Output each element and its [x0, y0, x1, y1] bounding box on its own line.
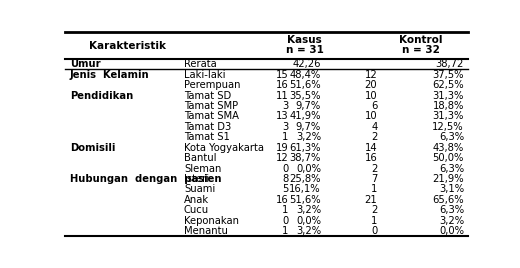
Text: 7: 7: [371, 174, 378, 184]
Text: Anak: Anak: [184, 195, 209, 205]
Text: Bantul: Bantul: [184, 153, 216, 163]
Text: Suami: Suami: [184, 184, 215, 195]
Text: 38,7%: 38,7%: [290, 153, 321, 163]
Text: 6: 6: [371, 101, 378, 111]
Text: 15: 15: [276, 70, 289, 80]
Text: 3,1%: 3,1%: [439, 184, 464, 195]
Text: 6,3%: 6,3%: [439, 205, 464, 215]
Text: 19: 19: [276, 143, 289, 153]
Text: Karakteristik: Karakteristik: [89, 40, 166, 51]
Text: 0: 0: [371, 226, 378, 236]
Text: 5: 5: [282, 184, 289, 195]
Text: 4: 4: [371, 122, 378, 132]
Text: 16: 16: [365, 153, 378, 163]
Text: 3: 3: [282, 122, 289, 132]
Text: 1: 1: [371, 216, 378, 226]
Text: Cucu: Cucu: [184, 205, 209, 215]
Text: 1: 1: [282, 226, 289, 236]
Text: Tamat SMP: Tamat SMP: [184, 101, 238, 111]
Text: 20: 20: [365, 80, 378, 90]
Text: 65,6%: 65,6%: [432, 195, 464, 205]
Text: Keponakan: Keponakan: [184, 216, 239, 226]
Text: 21,9%: 21,9%: [432, 174, 464, 184]
Text: Tamat SD: Tamat SD: [184, 91, 231, 100]
Text: Umur: Umur: [70, 59, 100, 69]
Text: 0,0%: 0,0%: [439, 226, 464, 236]
Text: 51,6%: 51,6%: [289, 195, 321, 205]
Text: Kota Yogyakarta: Kota Yogyakarta: [184, 143, 264, 153]
Text: 11: 11: [276, 91, 289, 100]
Text: 18,8%: 18,8%: [433, 101, 464, 111]
Text: n = 31: n = 31: [286, 45, 324, 55]
Text: 0: 0: [282, 163, 289, 174]
Text: 12: 12: [276, 153, 289, 163]
Text: 3,2%: 3,2%: [296, 205, 321, 215]
Text: 50,0%: 50,0%: [433, 153, 464, 163]
Text: 2: 2: [371, 205, 378, 215]
Text: 8: 8: [282, 174, 289, 184]
Text: 10: 10: [365, 111, 378, 121]
Text: 0: 0: [282, 216, 289, 226]
Text: 0,0%: 0,0%: [296, 163, 321, 174]
Text: 62,5%: 62,5%: [432, 80, 464, 90]
Text: 21: 21: [365, 195, 378, 205]
Text: Perempuan: Perempuan: [184, 80, 240, 90]
Text: 61,3%: 61,3%: [290, 143, 321, 153]
Text: 13: 13: [276, 111, 289, 121]
Text: 31,3%: 31,3%: [433, 111, 464, 121]
Text: 16: 16: [276, 195, 289, 205]
Text: 9,7%: 9,7%: [296, 101, 321, 111]
Text: Tamat SMA: Tamat SMA: [184, 111, 239, 121]
Text: Kontrol: Kontrol: [399, 35, 443, 45]
Text: 0,0%: 0,0%: [296, 216, 321, 226]
Text: 2: 2: [371, 163, 378, 174]
Text: 6,3%: 6,3%: [439, 163, 464, 174]
Text: Domisili: Domisili: [70, 143, 115, 153]
Text: Sleman: Sleman: [184, 163, 222, 174]
Text: Laki-laki: Laki-laki: [184, 70, 225, 80]
Text: 1: 1: [282, 132, 289, 142]
Text: 1: 1: [282, 205, 289, 215]
Text: 6,3%: 6,3%: [439, 132, 464, 142]
Text: 41,9%: 41,9%: [290, 111, 321, 121]
Text: 37,5%: 37,5%: [433, 70, 464, 80]
Text: 3,2%: 3,2%: [439, 216, 464, 226]
Text: n = 32: n = 32: [402, 45, 440, 55]
Text: 16,1%: 16,1%: [289, 184, 321, 195]
Text: Jenis  Kelamin: Jenis Kelamin: [70, 70, 149, 80]
Text: 25,8%: 25,8%: [290, 174, 321, 184]
Text: 3: 3: [282, 101, 289, 111]
Text: Isteri: Isteri: [184, 174, 209, 184]
Text: Menantu: Menantu: [184, 226, 228, 236]
Text: 43,8%: 43,8%: [433, 143, 464, 153]
Text: 42,26: 42,26: [292, 59, 321, 69]
Text: 3,2%: 3,2%: [296, 132, 321, 142]
Text: Pendidikan: Pendidikan: [70, 91, 133, 100]
Text: 1: 1: [371, 184, 378, 195]
Text: 9,7%: 9,7%: [296, 122, 321, 132]
Text: 12: 12: [365, 70, 378, 80]
Text: 12,5%: 12,5%: [432, 122, 464, 132]
Text: 2: 2: [371, 132, 378, 142]
Text: 16: 16: [276, 80, 289, 90]
Text: Tamat S1: Tamat S1: [184, 132, 230, 142]
Text: 14: 14: [365, 143, 378, 153]
Text: 51,6%: 51,6%: [289, 80, 321, 90]
Text: Kasus: Kasus: [288, 35, 322, 45]
Text: 3,2%: 3,2%: [296, 226, 321, 236]
Text: 35,5%: 35,5%: [290, 91, 321, 100]
Text: 48,4%: 48,4%: [290, 70, 321, 80]
Text: Tamat D3: Tamat D3: [184, 122, 231, 132]
Text: Rerata: Rerata: [184, 59, 217, 69]
Text: Hubungan  dengan  pasien: Hubungan dengan pasien: [70, 174, 222, 184]
Text: 10: 10: [365, 91, 378, 100]
Text: 31,3%: 31,3%: [433, 91, 464, 100]
Text: 38,72: 38,72: [436, 59, 464, 69]
